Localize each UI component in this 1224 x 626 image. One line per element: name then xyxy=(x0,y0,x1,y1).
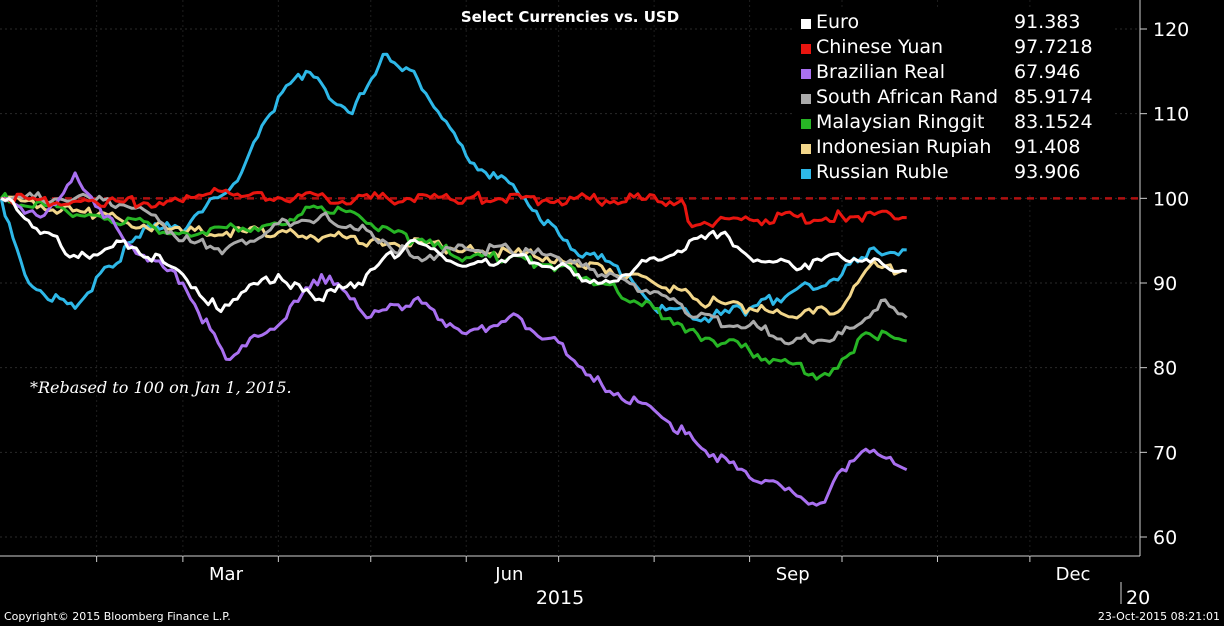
copyright-text: Copyright© 2015 Bloomberg Finance L.P. xyxy=(4,610,231,623)
y-tick-label: 120 xyxy=(1153,19,1189,41)
legend-swatch xyxy=(801,44,811,54)
legend-label: Indonesian Rupiah xyxy=(816,136,992,158)
y-tick-label: 70 xyxy=(1153,442,1177,464)
y-tick-label: 110 xyxy=(1153,104,1189,126)
legend-value: 83.1524 xyxy=(1014,111,1093,133)
x-tick-label: Dec xyxy=(1056,564,1091,585)
series-line-south-african-rand xyxy=(0,191,908,346)
y-tick-label: 100 xyxy=(1153,188,1189,210)
legend-value: 67.946 xyxy=(1014,61,1081,83)
legend-value: 91.408 xyxy=(1014,136,1081,158)
series-line-malaysian-ringgit xyxy=(0,192,907,381)
legend-swatch xyxy=(801,119,811,129)
y-tick-label: 60 xyxy=(1153,527,1177,549)
legend-value: 85.9174 xyxy=(1014,86,1093,108)
series-line-euro xyxy=(0,196,908,314)
legend: Euro 91.383 Chinese Yuan 97.7218 Brazilian R… xyxy=(795,8,1113,194)
legend-label: South African Rand xyxy=(816,86,999,108)
x-tick-label: Jun xyxy=(494,564,523,585)
rebase-note: *Rebased to 100 on Jan 1, 2015. xyxy=(30,378,292,397)
legend-swatch xyxy=(801,19,811,29)
series-line-chinese-yuan xyxy=(0,186,907,229)
legend-label: Euro xyxy=(816,11,860,33)
legend-swatch xyxy=(801,144,811,154)
legend-swatch xyxy=(801,69,811,79)
legend-label: Brazilian Real xyxy=(816,61,945,83)
legend-label: Malaysian Ringgit xyxy=(816,111,985,133)
timestamp-text: 23-Oct-2015 08:21:01 xyxy=(1097,610,1220,623)
series-line-russian-ruble xyxy=(0,52,907,324)
chart-title: Select Currencies vs. USD xyxy=(460,8,680,26)
legend-value: 97.7218 xyxy=(1014,36,1093,58)
legend-swatch xyxy=(801,169,811,179)
legend-value: 93.906 xyxy=(1014,161,1081,183)
legend-value: 91.383 xyxy=(1014,11,1081,33)
x-year-label: 2015 xyxy=(536,587,584,609)
x-tick-label: Sep xyxy=(776,564,810,585)
x-next-year-label: 20 xyxy=(1126,587,1150,609)
x-tick-label: Mar xyxy=(209,564,244,585)
legend-label: Chinese Yuan xyxy=(816,36,944,58)
y-tick-label: 80 xyxy=(1153,358,1177,380)
y-tick-label: 90 xyxy=(1153,273,1177,295)
legend-label: Russian Ruble xyxy=(816,161,949,183)
legend-swatch xyxy=(801,94,811,104)
